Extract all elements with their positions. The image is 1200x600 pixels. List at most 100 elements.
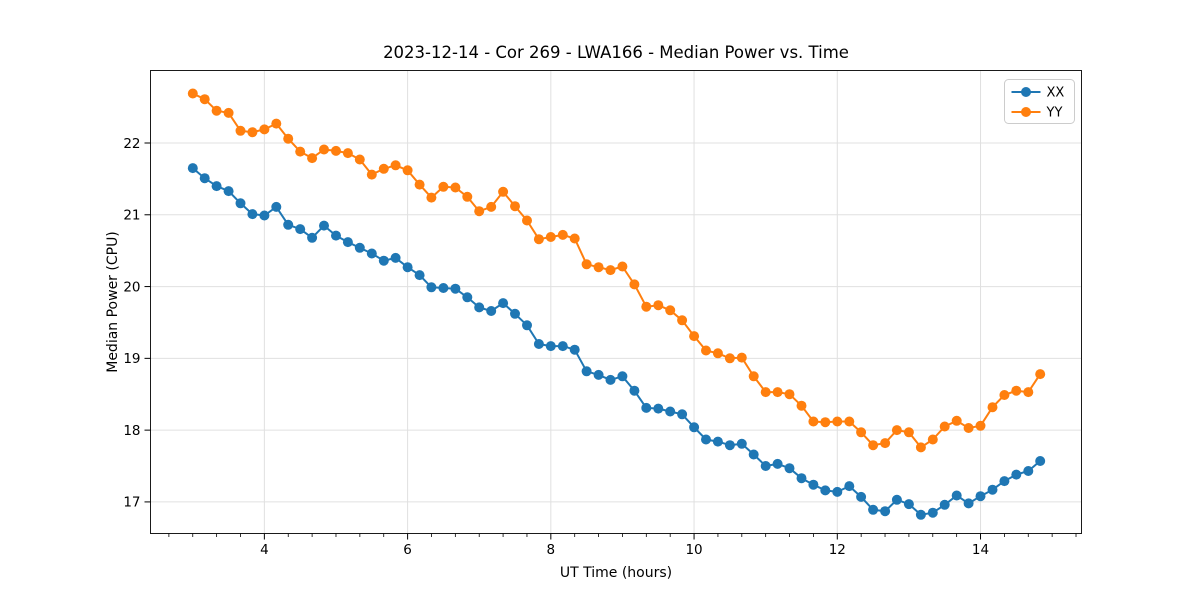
series-yy-marker (939, 421, 950, 432)
series-yy-marker (498, 186, 509, 197)
series-yy-marker (927, 434, 938, 445)
series-yy-marker (247, 127, 258, 138)
series-yy-marker (808, 416, 819, 427)
series-yy-marker (617, 261, 628, 272)
series-yy-marker (450, 182, 461, 193)
series-xx-marker (223, 186, 234, 197)
y-tick-label-18: 18 (123, 423, 140, 439)
series-xx-marker (342, 237, 353, 248)
series-yy-marker (402, 165, 413, 176)
series-xx-marker (701, 434, 711, 445)
series-xx-marker (629, 385, 640, 396)
series-xx-marker (378, 255, 389, 266)
series-yy-marker (689, 331, 700, 342)
series-yy-marker (211, 105, 222, 116)
series-yy-marker (545, 232, 556, 242)
series-yy-marker (593, 262, 604, 273)
series-yy-marker (701, 345, 711, 356)
series-xx-marker (522, 320, 532, 331)
series-yy-marker (796, 400, 807, 411)
series-xx-marker (975, 491, 986, 502)
series-yy-marker (354, 154, 365, 165)
series-xx-marker (331, 230, 341, 241)
y-tick-label-21: 21 (123, 208, 140, 224)
y-tick-label-20: 20 (123, 279, 140, 295)
series-xx-marker (390, 252, 401, 263)
series-yy-marker (581, 259, 592, 270)
series-xx-marker (689, 422, 700, 433)
x-tick-label-12: 12 (829, 542, 846, 558)
series-xx-marker (593, 369, 604, 380)
series-xx-marker (856, 491, 867, 502)
series-xx-marker (820, 485, 831, 496)
series-yy-marker (975, 420, 986, 431)
series-yy-marker (557, 229, 568, 240)
series-yy-marker (665, 305, 676, 316)
series-yy-marker (641, 301, 652, 312)
y-axis-label: Median Power (CPU) (105, 231, 121, 373)
series-xx-marker (903, 499, 914, 510)
series-xx-marker (712, 436, 723, 447)
series-yy-line (191, 92, 1042, 449)
legend-entry-yy: YY (1011, 106, 1063, 121)
series-xx-marker (581, 366, 592, 377)
series-yy-marker (426, 192, 437, 203)
series-xx-marker (891, 494, 902, 505)
series-yy-marker (533, 234, 544, 245)
legend-entry-xx: XX (1011, 86, 1064, 101)
series-xx-marker (247, 209, 258, 220)
series-yy-marker (295, 146, 306, 157)
series-xx-marker (677, 409, 688, 420)
series-xx-marker (748, 449, 759, 460)
series-yy-marker (629, 279, 640, 290)
series-xx-marker (271, 201, 282, 212)
series-xx-marker (951, 490, 962, 501)
series-xx-marker (569, 344, 580, 355)
y-tick-label-17: 17 (123, 495, 140, 511)
series-yy-marker (259, 124, 270, 135)
series-yy-marker (951, 415, 962, 426)
series-yy-marker (712, 348, 723, 359)
series-yy-marker (271, 118, 282, 129)
series-yy-marker (772, 387, 783, 398)
series-yy-marker (390, 160, 401, 171)
series-yy-marker (199, 94, 210, 105)
series-xx-marker (784, 463, 795, 474)
series-xx-marker (402, 262, 413, 273)
x-tick-label-6: 6 (403, 542, 412, 558)
series-xx-marker (832, 486, 843, 497)
series-yy-marker (856, 427, 867, 438)
series-xx-marker (999, 476, 1010, 487)
series-yy-marker (331, 145, 341, 156)
axes-spines (150, 70, 1082, 534)
series-yy-marker (307, 153, 318, 164)
x-tick-label-14: 14 (972, 542, 989, 558)
legend-label-yy: YY (1046, 106, 1063, 121)
series-yy-marker (868, 440, 879, 451)
series-yy (187, 88, 1046, 453)
series-xx-marker (533, 339, 544, 349)
series-xx-marker (557, 341, 568, 352)
series-xx-marker (438, 283, 449, 293)
x-tick-label-4: 4 (260, 542, 269, 558)
x-tick-label-10: 10 (685, 542, 702, 558)
series-yy-marker (462, 191, 473, 202)
series-yy-marker (486, 201, 497, 212)
series-xx-marker (283, 219, 294, 230)
series-yy-marker (366, 169, 377, 180)
series-yy-marker (474, 206, 485, 217)
x-axis-label: UT Time (hours) (560, 565, 672, 581)
axis-ticks: 4 6 8 10 12 14 17 18 19 20 21 22 (123, 136, 1077, 558)
series-xx-marker (235, 198, 246, 209)
series-xx-marker (915, 509, 926, 520)
legend-marker-sample (1021, 107, 1031, 117)
legend: XX YY (1004, 79, 1075, 124)
series-xx-marker (796, 473, 807, 484)
series-xx-marker (605, 374, 616, 385)
chart-title: 2023-12-14 - Cor 269 - LWA166 - Median P… (383, 43, 849, 62)
series-xx-marker (927, 507, 938, 518)
plot-box (150, 70, 1082, 534)
series-xx-marker (736, 438, 747, 449)
series-yy-marker (987, 402, 998, 413)
series-yy-marker (319, 144, 329, 155)
